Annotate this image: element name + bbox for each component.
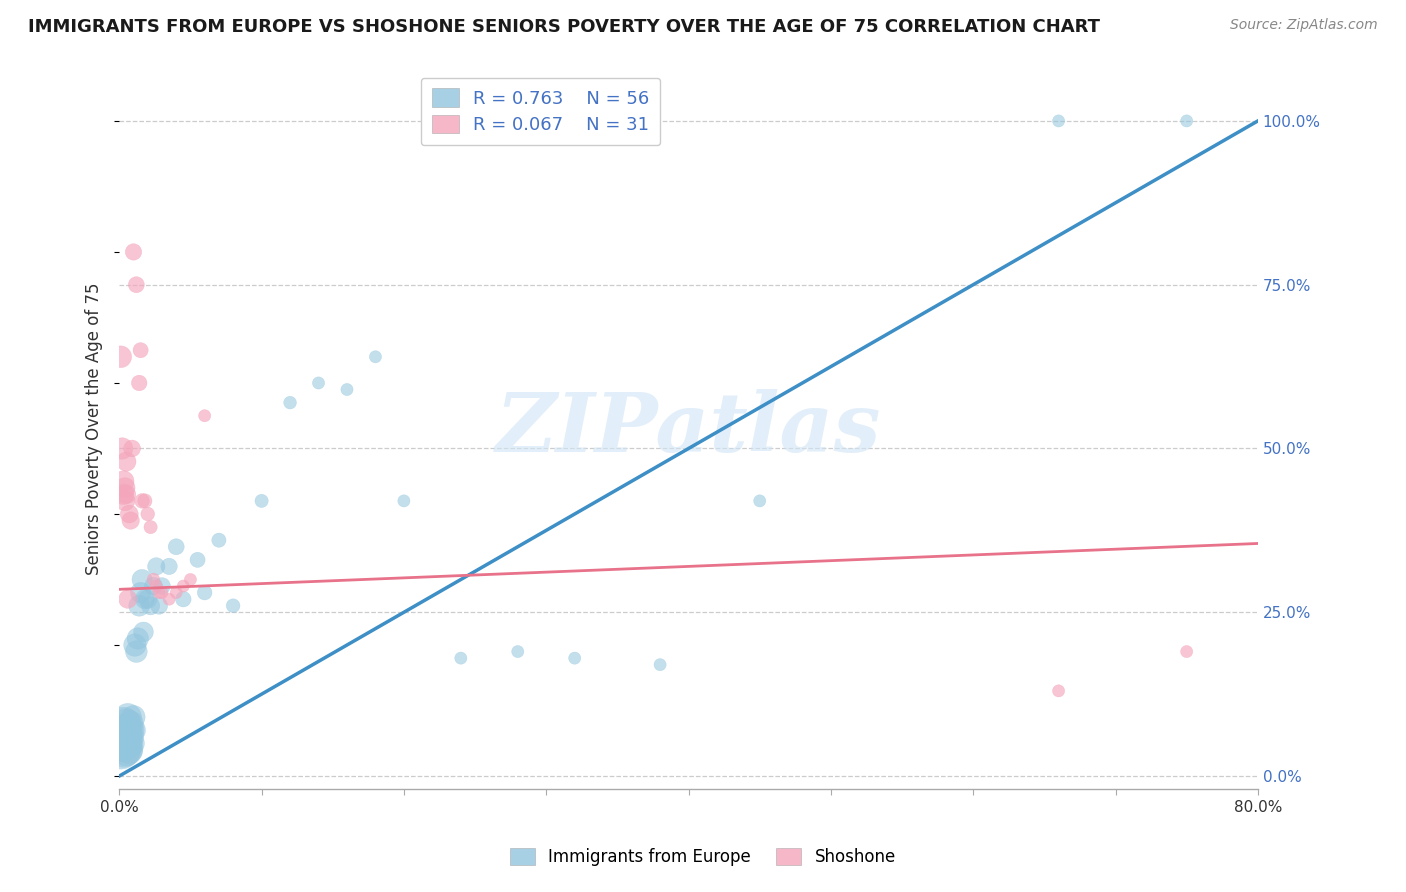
Point [112,743,135,757]
Point [112,716,135,731]
Point [128,599,150,613]
Point [115,730,138,744]
Point [157,559,180,574]
Point [194,409,217,423]
Point [172,579,194,593]
Point [150,579,173,593]
Point [122,710,145,724]
Point [125,277,148,292]
Point [1047,114,1070,128]
Point [111,736,134,750]
Point [278,395,301,409]
Point [127,632,149,646]
Point [308,376,330,390]
Point [114,494,136,508]
Point [121,723,143,738]
Point [114,481,136,495]
Point [187,553,209,567]
Point [114,736,136,750]
Point [250,494,273,508]
Point [118,507,141,521]
Point [120,514,142,528]
Point [134,494,156,508]
Point [118,743,141,757]
Point [194,585,217,599]
Point [128,376,150,390]
Point [222,599,245,613]
Point [112,475,135,489]
Point [120,730,142,744]
Point [117,736,139,750]
Point [117,592,139,607]
Point [117,723,139,738]
Point [112,730,135,744]
Point [115,743,138,757]
Point [208,533,231,548]
Point [145,579,167,593]
Point [124,638,146,652]
Point [1175,114,1198,128]
Point [165,585,187,599]
Point [121,442,143,456]
Point [118,730,141,744]
Point [142,579,165,593]
Point [131,494,153,508]
Point [648,657,671,672]
Point [134,592,156,607]
Point [506,644,529,658]
Point [139,520,162,534]
Point [121,736,143,750]
Point [110,743,132,757]
Text: Source: ZipAtlas.com: Source: ZipAtlas.com [1230,18,1378,32]
Point [117,710,139,724]
Point [1047,684,1070,698]
Point [136,592,159,607]
Point [110,350,132,364]
Point [115,454,138,468]
Point [564,651,586,665]
Point [122,723,145,738]
Point [125,644,148,658]
Legend: Immigrants from Europe, Shoshone: Immigrants from Europe, Shoshone [502,840,904,875]
Point [131,573,153,587]
Point [132,624,155,639]
Point [148,585,170,599]
Point [165,540,187,554]
Point [172,592,194,607]
Point [115,487,138,501]
Point [392,494,415,508]
Point [150,585,173,599]
Point [139,599,162,613]
Point [115,716,138,731]
Point [145,559,167,574]
Point [120,716,142,731]
Text: ZIPatlas: ZIPatlas [496,389,882,469]
Point [336,383,359,397]
Point [129,343,152,358]
Point [122,244,145,259]
Legend: R = 0.763    N = 56, R = 0.067    N = 31: R = 0.763 N = 56, R = 0.067 N = 31 [420,78,661,145]
Point [129,585,152,599]
Point [364,350,387,364]
Point [179,573,201,587]
Point [142,573,165,587]
Point [157,592,180,607]
Point [1175,644,1198,658]
Point [111,442,134,456]
Text: IMMIGRANTS FROM EUROPE VS SHOSHONE SENIORS POVERTY OVER THE AGE OF 75 CORRELATIO: IMMIGRANTS FROM EUROPE VS SHOSHONE SENIO… [28,18,1099,36]
Point [112,487,135,501]
Point [114,723,136,738]
Point [148,599,170,613]
Point [748,494,770,508]
Point [111,730,134,744]
Point [450,651,472,665]
Y-axis label: Seniors Poverty Over the Age of 75: Seniors Poverty Over the Age of 75 [86,283,103,575]
Point [136,507,159,521]
